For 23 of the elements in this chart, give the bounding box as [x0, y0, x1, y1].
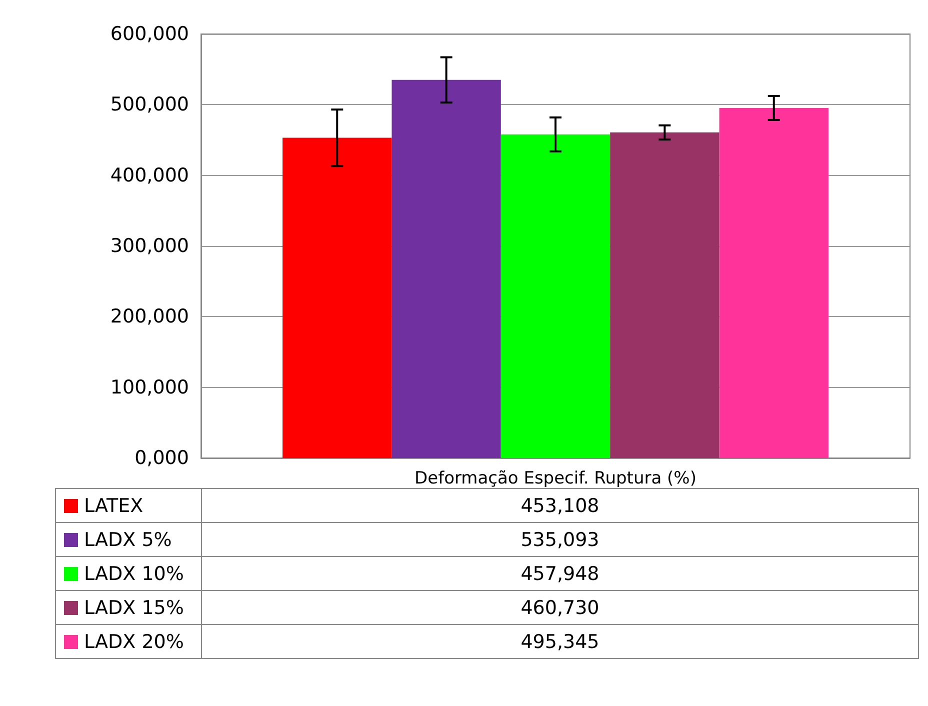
- text: 453,108: [202, 488, 918, 522]
- x-tick-label: Deformação Especif. Ruptura (%): [414, 468, 696, 488]
- legend-label: LADX 15%: [84, 596, 184, 618]
- bar: [282, 138, 392, 458]
- legend-label: LADX 10%: [84, 562, 184, 584]
- bar: [719, 108, 828, 458]
- y-tick-label: 300,000: [110, 235, 189, 257]
- y-tick-label: 100,000: [110, 376, 189, 398]
- text: 457,948: [202, 556, 918, 590]
- legend-label: LADX 20%: [84, 630, 184, 652]
- legend-label: LATEX: [84, 494, 144, 516]
- text: 495,345: [202, 624, 918, 658]
- text: 460,730: [202, 590, 918, 624]
- y-tick-label: 600,000: [110, 23, 189, 45]
- y-tick-label: 200,000: [110, 306, 189, 328]
- bar: [500, 134, 610, 458]
- y-tick-label: 500,000: [110, 94, 189, 116]
- y-tick-label: 0,000: [134, 447, 189, 469]
- legend-label: LADX 5%: [84, 528, 172, 550]
- text: 535,093: [202, 522, 918, 556]
- y-tick-label: 400,000: [110, 164, 189, 186]
- bar: [610, 132, 720, 458]
- bar: [392, 80, 501, 458]
